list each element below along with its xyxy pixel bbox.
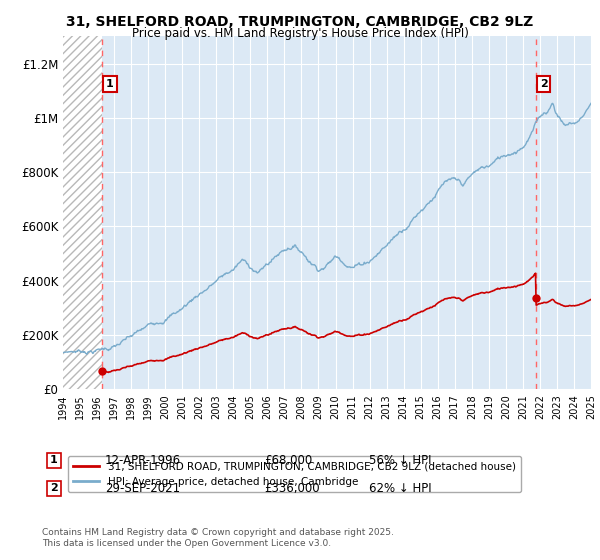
Text: 2: 2	[50, 483, 58, 493]
Text: Contains HM Land Registry data © Crown copyright and database right 2025.
This d: Contains HM Land Registry data © Crown c…	[42, 528, 394, 548]
Legend: 31, SHELFORD ROAD, TRUMPINGTON, CAMBRIDGE, CB2 9LZ (detached house), HPI: Averag: 31, SHELFORD ROAD, TRUMPINGTON, CAMBRIDG…	[68, 456, 521, 492]
Text: 1: 1	[106, 79, 114, 89]
Text: 56% ↓ HPI: 56% ↓ HPI	[369, 454, 431, 467]
Text: 12-APR-1996: 12-APR-1996	[105, 454, 181, 467]
Text: 2: 2	[540, 79, 548, 89]
Text: 29-SEP-2021: 29-SEP-2021	[105, 482, 180, 495]
Text: 31, SHELFORD ROAD, TRUMPINGTON, CAMBRIDGE, CB2 9LZ: 31, SHELFORD ROAD, TRUMPINGTON, CAMBRIDG…	[67, 15, 533, 29]
Text: 1: 1	[50, 455, 58, 465]
Text: £336,000: £336,000	[264, 482, 320, 495]
Bar	[63, 36, 102, 389]
Text: Price paid vs. HM Land Registry's House Price Index (HPI): Price paid vs. HM Land Registry's House …	[131, 27, 469, 40]
Text: £68,000: £68,000	[264, 454, 312, 467]
Text: 62% ↓ HPI: 62% ↓ HPI	[369, 482, 431, 495]
